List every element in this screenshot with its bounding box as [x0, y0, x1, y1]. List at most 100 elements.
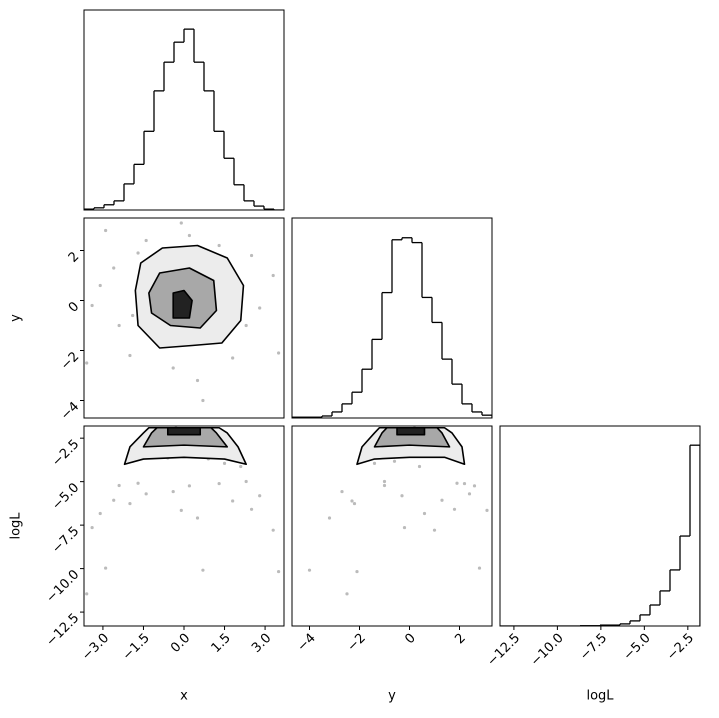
sample-point	[345, 592, 349, 596]
x-tick-label: −5.0	[621, 631, 654, 664]
panel: −3.0 −1.5 0.0 1.5 3.0 −2.5 −5.0 −7.5 −10.0 −12.5 x…	[9, 425, 285, 704]
plot-area	[85, 426, 281, 596]
y-tick-label: −5.0	[49, 480, 82, 513]
x-tick-label: −2	[345, 631, 369, 655]
x-tick-label: −4	[295, 631, 319, 655]
sample-point	[340, 489, 344, 494]
sample-point	[258, 306, 262, 310]
sample-point	[144, 238, 148, 243]
contour	[373, 426, 451, 448]
sample-point	[382, 483, 387, 488]
x-axis-label: x	[180, 689, 188, 704]
sample-point	[179, 508, 183, 512]
y-tick-label: −10.0	[44, 567, 83, 606]
plot-area	[292, 237, 492, 418]
x-tick-label: −10.0	[528, 631, 567, 670]
panel-frame	[83, 9, 285, 211]
panel: −4 −2 0 2 y	[291, 425, 493, 704]
sample-point	[171, 489, 175, 494]
y-tick-label: −7.5	[49, 524, 82, 557]
sample-point	[249, 507, 254, 511]
x-tick-label: −2.5	[664, 631, 697, 664]
sample-point	[392, 459, 397, 463]
sample-point	[276, 569, 281, 574]
sample-point	[400, 494, 404, 498]
sample-point	[382, 479, 387, 484]
sample-point	[244, 479, 248, 484]
x-tick-label: −12.5	[484, 631, 523, 670]
sample-point	[187, 233, 192, 238]
y-tick-label: 2	[66, 249, 82, 265]
panel-frame	[291, 217, 493, 419]
sample-point	[462, 481, 467, 486]
hist-edges	[84, 29, 275, 210]
x-axis-label: logL	[586, 689, 614, 704]
sample-point	[104, 228, 108, 233]
sample-point	[85, 592, 89, 596]
hist-edges	[579, 445, 700, 626]
sample-point	[112, 498, 116, 502]
panel: −12.5 −10.0 −7.5 −5.0 −2.5 logL	[484, 425, 701, 704]
sample-point	[417, 464, 422, 469]
sample-point	[201, 568, 205, 572]
sample-point	[195, 516, 200, 520]
sample-point	[85, 361, 89, 365]
x-tick-label: 0	[402, 631, 418, 647]
plot-area	[500, 444, 700, 626]
sample-point	[179, 221, 183, 225]
sample-point	[112, 266, 116, 270]
sample-point	[104, 566, 108, 570]
sample-point	[352, 501, 357, 506]
panel-frame	[291, 425, 493, 627]
sample-point	[117, 323, 121, 328]
plot-area	[307, 426, 489, 596]
sample-point	[271, 273, 275, 278]
sample-point	[201, 398, 205, 403]
sample-point	[90, 525, 94, 530]
sample-point	[271, 528, 275, 532]
panel	[291, 217, 493, 419]
sample-point	[131, 313, 135, 318]
x-tick-label: −3.0	[79, 631, 112, 664]
sample-point	[239, 464, 243, 469]
sample-point	[231, 499, 235, 503]
sample-point	[372, 461, 377, 465]
plot-area	[84, 28, 284, 210]
y-axis-label: logL	[9, 512, 24, 540]
panel: −4 −2 0 2 y	[9, 217, 285, 423]
sample-point	[350, 499, 354, 503]
x-tick-label: −1.5	[120, 631, 153, 664]
sample-point	[98, 283, 102, 288]
sample-point	[432, 528, 437, 532]
sample-point	[477, 566, 482, 570]
sample-point	[276, 351, 281, 355]
hist-edges	[292, 237, 492, 418]
panel-frame	[83, 217, 285, 419]
sample-point	[90, 303, 94, 308]
sample-point	[117, 483, 121, 488]
plot-area	[85, 221, 281, 403]
y-tick-label: −2	[58, 349, 82, 373]
sample-point	[217, 243, 221, 248]
sample-point	[467, 492, 472, 496]
x-tick-label: 1.5	[209, 631, 234, 656]
sample-point	[187, 484, 192, 488]
sample-point	[472, 484, 477, 488]
y-tick-label: 0	[66, 299, 82, 315]
y-axis-label: y	[9, 314, 24, 322]
sample-point	[144, 492, 148, 496]
sample-point	[402, 525, 407, 530]
panel-frame	[499, 425, 701, 627]
x-tick-label: −7.5	[577, 631, 610, 664]
x-tick-label: 2	[452, 631, 468, 647]
sample-point	[422, 511, 427, 516]
sample-point	[217, 481, 221, 486]
x-tick-label: 3.0	[249, 631, 274, 656]
sample-point	[327, 516, 332, 520]
sample-point	[128, 501, 132, 506]
sample-point	[452, 507, 457, 511]
sample-point	[307, 568, 312, 572]
sample-point	[98, 511, 102, 516]
x-axis-label: y	[388, 689, 396, 704]
